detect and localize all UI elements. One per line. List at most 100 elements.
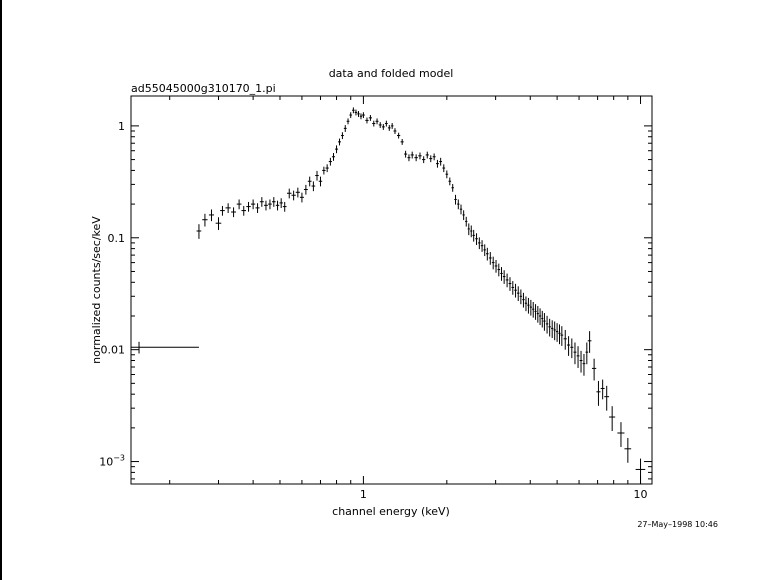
- data-point: [527, 297, 530, 314]
- timestamp: 27–May–1998 10:46: [637, 520, 718, 529]
- data-point: [511, 281, 515, 295]
- data-point: [587, 331, 592, 353]
- data-point: [519, 289, 523, 305]
- x-axis-ticks: 1 10: [169, 96, 648, 501]
- chart-title: data and folded model: [329, 67, 454, 80]
- data-point: [591, 358, 597, 381]
- y-tick-label: 10−3: [99, 454, 125, 469]
- data-point: [617, 422, 625, 447]
- data-point: [299, 192, 304, 203]
- data-point: [400, 139, 404, 145]
- y-tick-label: 0.1: [108, 232, 126, 245]
- data-point: [541, 310, 544, 328]
- data-point: [202, 213, 208, 227]
- window-left-border: [0, 0, 2, 580]
- data-point: [264, 200, 268, 211]
- x-axis-label: channel energy (keV): [332, 505, 450, 518]
- data-point: [478, 237, 481, 250]
- y-axis-ticks: 10−3 0.01 0.1 1: [99, 120, 652, 480]
- data-point: [291, 190, 296, 201]
- data-point: [550, 320, 554, 339]
- data-point: [439, 157, 443, 166]
- data-point: [397, 132, 401, 139]
- data-point: [131, 341, 199, 354]
- data-point: [255, 203, 260, 214]
- data-point: [390, 123, 394, 129]
- data-point: [325, 164, 329, 173]
- data-point: [236, 199, 242, 210]
- data-point: [378, 122, 382, 128]
- data-point: [404, 150, 408, 158]
- data-point: [516, 286, 520, 302]
- data-point: [604, 385, 610, 411]
- data-point: [563, 329, 567, 350]
- data-point: [422, 156, 426, 164]
- data-point: [410, 151, 414, 159]
- chart-subtitle: ad55045000g310170_1.pi: [131, 82, 276, 95]
- data-point: [524, 296, 528, 312]
- data-point: [208, 209, 215, 222]
- data-point: [624, 437, 632, 463]
- data-point: [522, 292, 525, 308]
- x-tick-label: 10: [634, 488, 648, 501]
- data-point: [445, 170, 449, 179]
- data-point: [558, 324, 561, 345]
- data-point: [282, 201, 287, 212]
- data-point: [500, 267, 503, 281]
- data-point: [340, 132, 344, 140]
- data-point: [384, 120, 388, 127]
- data-point: [573, 342, 577, 365]
- data-point: [231, 207, 237, 218]
- data-point: [354, 109, 358, 116]
- data-point: [225, 203, 231, 214]
- data-point: [381, 124, 385, 130]
- data-point: [286, 188, 292, 199]
- data-point: [375, 118, 379, 125]
- data-point: [539, 308, 542, 326]
- data-point: [436, 159, 439, 168]
- y-axis-label: normalized counts/sec/keV: [90, 216, 103, 364]
- data-point: [315, 170, 319, 181]
- data-point: [483, 244, 486, 257]
- data-point: [491, 256, 495, 270]
- data-point: [635, 458, 646, 484]
- data-point: [448, 177, 452, 186]
- data-point: [553, 321, 556, 341]
- data-points: [131, 107, 646, 484]
- data-point: [567, 336, 571, 356]
- data-point: [303, 184, 308, 195]
- data-point: [215, 217, 222, 230]
- data-point: [220, 205, 225, 216]
- data-point: [480, 240, 484, 252]
- data-point: [555, 323, 559, 342]
- data-point: [368, 115, 372, 121]
- data-point: [548, 318, 551, 337]
- data-point: [268, 199, 272, 210]
- y-tick-label: 0.01: [101, 344, 126, 357]
- data-point: [442, 164, 446, 173]
- y-tick-label: 1: [118, 120, 125, 133]
- plot-frame: [130, 95, 653, 485]
- data-point: [272, 197, 276, 207]
- data-point: [488, 252, 492, 265]
- data-point: [560, 326, 564, 346]
- data-point: [414, 154, 418, 162]
- data-point: [349, 112, 353, 119]
- data-point: [582, 353, 586, 376]
- data-point: [361, 112, 365, 119]
- data-point: [352, 107, 355, 114]
- data-point: [425, 151, 429, 159]
- data-point: [508, 277, 512, 291]
- data-point: [459, 204, 463, 215]
- data-point: [462, 210, 465, 221]
- data-point: [532, 301, 535, 318]
- data-point: [529, 299, 532, 316]
- data-point: [470, 225, 473, 238]
- data-point: [259, 197, 264, 207]
- data-point: [534, 304, 537, 320]
- data-point: [196, 224, 202, 239]
- data-point: [432, 153, 436, 161]
- data-point: [418, 152, 422, 160]
- data-point: [486, 247, 489, 261]
